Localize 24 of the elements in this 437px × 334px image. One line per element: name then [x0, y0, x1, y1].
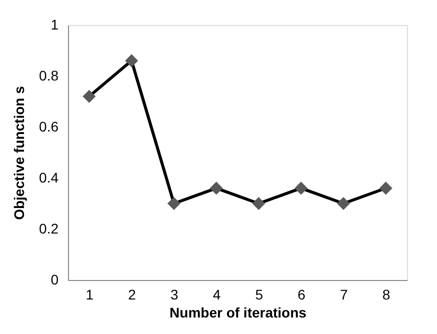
y-tick-label: 0: [50, 272, 59, 288]
point: [167, 196, 180, 210]
point: [336, 196, 350, 210]
point: [379, 182, 392, 195]
x-tick-label: 4: [212, 286, 221, 302]
point: [210, 182, 223, 195]
y-axis-title: Objective function s: [11, 86, 28, 220]
y-tick-label: 0.4: [39, 170, 59, 186]
x-tick-label: 7: [340, 286, 348, 302]
y-tick-label: 0.6: [39, 118, 59, 134]
point: [294, 182, 308, 195]
x-tick-label: 5: [255, 286, 264, 302]
y-tick-label: 1: [50, 16, 59, 32]
y-tick-label: 0.8: [39, 68, 59, 84]
x-tick-label: 2: [128, 286, 136, 302]
x-tick-label: 3: [170, 286, 179, 302]
x-tick-label: 1: [86, 286, 94, 302]
point: [125, 54, 138, 68]
y-tick-label: 0.2: [39, 220, 59, 236]
x-tick-label: 6: [298, 286, 306, 302]
point: [252, 196, 266, 210]
x-axis-title: Number of iterations: [170, 304, 307, 320]
x-tick-label: 8: [382, 286, 390, 302]
point: [82, 90, 96, 103]
